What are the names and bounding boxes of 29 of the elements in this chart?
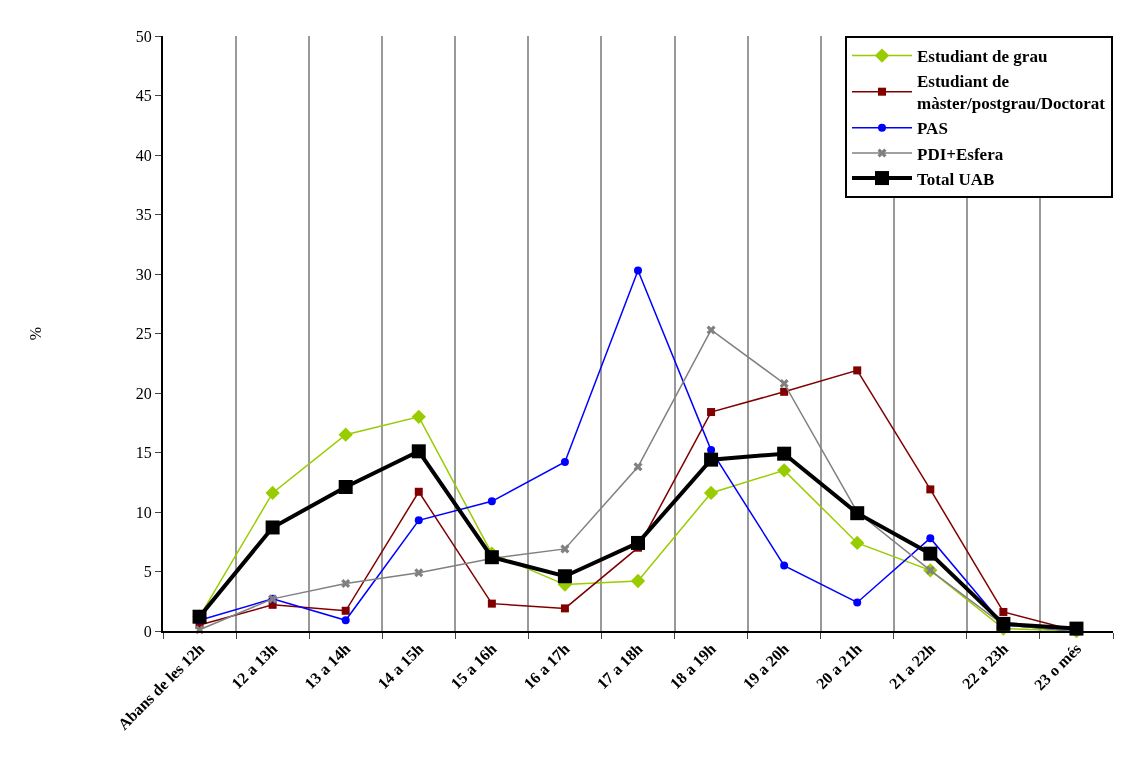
x-tick-label: 19 a 20h	[739, 639, 792, 693]
x-tick-label: 17 a 18h	[593, 639, 646, 693]
y-tick-label: 25	[135, 325, 152, 343]
y-tick-label: 10	[135, 503, 152, 521]
x-tick-label: 23 o més	[1030, 639, 1085, 694]
y-tick-label: 20	[135, 384, 152, 402]
x-tick-label: 21 a 22h	[885, 639, 939, 693]
x-tick-label: 22 a 23h	[958, 639, 1012, 693]
y-tick-label: 45	[135, 87, 152, 105]
x-tick-label: 14 a 15h	[374, 639, 427, 693]
y-tick-label: 40	[135, 146, 152, 164]
legend-label: Estudiant de grau	[917, 47, 1048, 67]
legend-label: Total UAB	[917, 169, 995, 189]
y-tick-label: 30	[135, 265, 152, 283]
x-tick-label: 12 a 13h	[228, 639, 281, 693]
x-tick-label: 13 a 14h	[301, 639, 354, 693]
y-tick-label: 50	[135, 27, 152, 45]
legend-label: PAS	[917, 119, 948, 139]
y-tick-label: 15	[135, 444, 152, 462]
x-tick-label: 16 a 17h	[520, 639, 573, 693]
x-tick-label: 18 a 19h	[666, 639, 719, 693]
legend-label: PDI+Esfera	[917, 144, 1004, 164]
legend-label: Estudiant de màster/postgrau/Doctorat	[917, 72, 1106, 114]
y-tick-label: 35	[135, 206, 152, 224]
x-tick-label: 20 a 21h	[812, 639, 866, 693]
x-tick-label: 15 a 16h	[447, 639, 500, 693]
y-tick-label: 0	[143, 622, 152, 640]
y-axis-title: %	[27, 326, 45, 341]
y-tick-label: 5	[143, 563, 152, 581]
